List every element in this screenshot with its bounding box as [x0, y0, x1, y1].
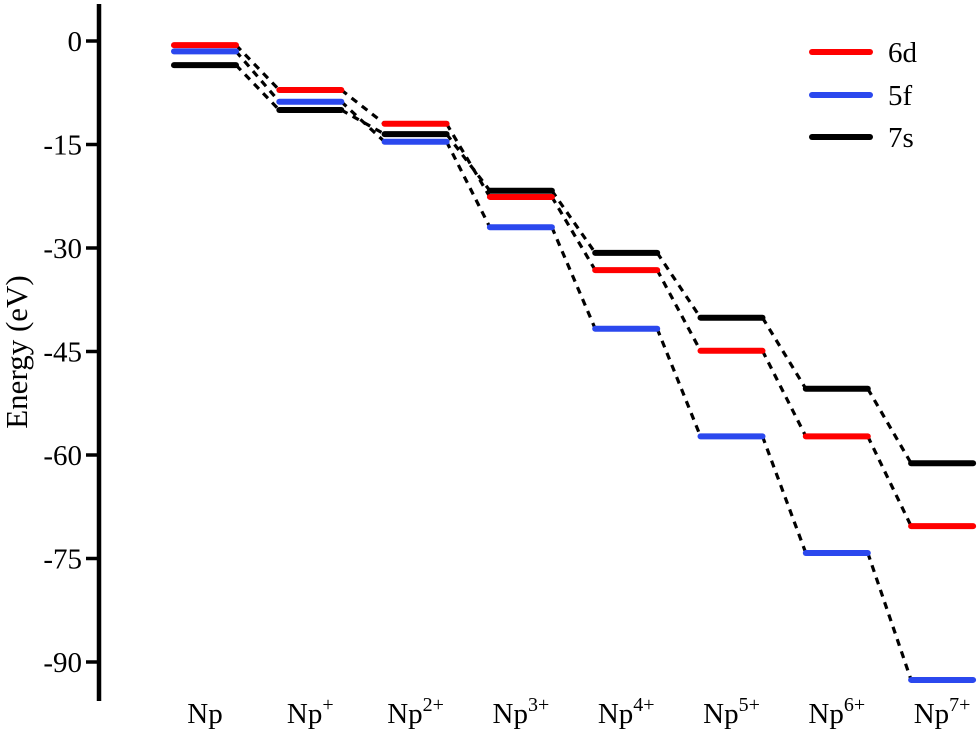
x-category-label: Np3+ — [493, 694, 550, 730]
connector-lines — [234, 44, 913, 681]
x-category-label: Np+ — [287, 694, 334, 730]
connector-6d — [340, 88, 386, 126]
legend-label-6d: 6d — [888, 37, 918, 69]
connector-5f — [234, 50, 281, 103]
y-tick-label: -30 — [43, 233, 82, 265]
connector-5f — [866, 552, 913, 681]
y-axis-title: Energy (eV) — [0, 275, 34, 429]
connector-7s — [761, 316, 808, 390]
connector-5f — [550, 226, 597, 330]
y-tick-label: -15 — [43, 130, 82, 162]
connector-7s — [866, 387, 913, 465]
y-tick-label: -45 — [43, 337, 82, 369]
legend: 6d 5f 7s — [809, 37, 918, 154]
x-category-label: Np5+ — [703, 694, 760, 730]
x-category-label: Np — [187, 698, 222, 730]
connector-5f — [445, 141, 492, 229]
y-tick-label: 0 — [68, 26, 83, 58]
y-tick-label: -60 — [43, 440, 82, 472]
connector-5f — [340, 100, 386, 143]
level-segments — [171, 42, 977, 683]
y-axis: 0 -15 -30 -45 -60 -75 -90 — [43, 4, 102, 701]
connector-6d — [234, 44, 281, 92]
x-category-label: Np7+ — [914, 694, 971, 730]
connector-5f — [761, 435, 808, 554]
connector-7s — [234, 64, 281, 112]
connector-6d — [550, 196, 597, 271]
y-tick-label: -75 — [43, 544, 82, 576]
connector-6d — [655, 269, 702, 352]
x-category-label: Np2+ — [387, 694, 444, 730]
x-category-label: Np4+ — [598, 694, 655, 730]
connector-6d — [761, 350, 808, 438]
legend-label-7s: 7s — [888, 122, 914, 154]
connector-5f — [655, 328, 702, 437]
x-category-labels: Np Np+ Np2+ Np3+ Np4+ Np5+ Np6+ Np7+ — [187, 694, 970, 730]
connector-6d — [445, 122, 492, 198]
y-tick-label: -90 — [43, 647, 82, 679]
legend-label-5f: 5f — [888, 80, 913, 112]
connector-6d — [866, 435, 913, 527]
x-category-label: Np6+ — [808, 694, 865, 730]
connector-7s — [340, 108, 386, 136]
